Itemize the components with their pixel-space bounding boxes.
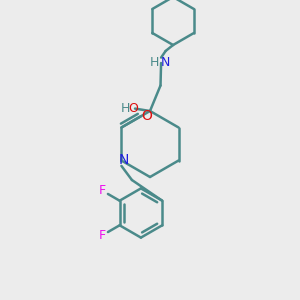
Text: H: H xyxy=(150,56,159,69)
Text: H: H xyxy=(120,102,130,115)
Text: O: O xyxy=(128,102,138,115)
Text: F: F xyxy=(99,229,106,242)
Text: O: O xyxy=(142,109,152,123)
Text: F: F xyxy=(99,184,106,197)
Text: N: N xyxy=(161,56,170,69)
Text: N: N xyxy=(118,154,129,167)
